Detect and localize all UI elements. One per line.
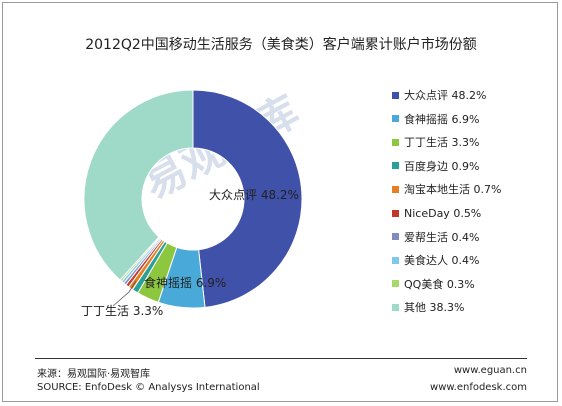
legend-item: 食神摇摇 6.9% <box>392 111 479 127</box>
source-cn: 来源：易观国际·易观智库 <box>37 369 151 380</box>
legend-item: NiceDay 0.5% <box>392 205 481 221</box>
legend-swatch <box>392 303 399 311</box>
slice-9 <box>83 89 194 281</box>
legend-label: 爱帮生活 0.4% <box>404 230 480 244</box>
legend-label: 美食达人 0.4% <box>404 254 480 268</box>
data-label-1: 食神摇摇 6.9% <box>144 275 226 290</box>
legend-item: 百度身边 0.9% <box>392 158 479 174</box>
chart-title: 2012Q2中国移动生活服务（美食类）客户端累计账户市场份额 <box>85 37 477 53</box>
legend-swatch <box>392 138 399 146</box>
legend-swatch <box>392 256 399 264</box>
footer-url-eguan: www.eguan.cn <box>453 365 527 376</box>
source-en: SOURCE: EnfoDesk © Analysys Internationa… <box>37 382 260 393</box>
legend-swatch <box>392 185 399 193</box>
chart-frame: 2012Q2中国移动生活服务（美食类）客户端累计账户市场份额 易观智库 大众点评… <box>2 2 558 402</box>
legend-label: 淘宝本地生活 0.7% <box>404 183 502 197</box>
legend-item: QQ美食 0.3% <box>392 276 475 292</box>
legend-swatch <box>392 233 399 241</box>
legend-label: 食神摇摇 6.9% <box>404 112 480 126</box>
slice-0 <box>192 89 303 308</box>
donut-chart: 大众点评 48.2% 食神摇摇 6.9% 丁丁生活 3.3% <box>81 89 303 318</box>
legend-label: NiceDay 0.5% <box>404 206 482 220</box>
legend-swatch <box>392 209 399 217</box>
legend-item: 丁丁生活 3.3% <box>392 134 479 150</box>
legend-swatch <box>392 91 399 99</box>
legend-item: 大众点评 48.2% <box>392 87 486 103</box>
data-label-2: 丁丁生活 3.3% <box>81 304 163 318</box>
leader-line <box>112 280 137 307</box>
legend-label: QQ美食 0.3% <box>404 277 475 291</box>
legend-swatch <box>392 115 399 123</box>
footer-divider <box>35 358 527 359</box>
legend-item: 爱帮生活 0.4% <box>392 229 479 245</box>
data-label-0: 大众点评 48.2% <box>209 188 299 202</box>
legend-label: 其他 38.3% <box>404 301 465 315</box>
legend-item: 其他 38.3% <box>392 299 464 315</box>
legend-label: 大众点评 48.2% <box>404 89 487 102</box>
legend-swatch <box>392 280 399 288</box>
legend-label: 丁丁生活 3.3% <box>404 136 480 150</box>
legend-item: 淘宝本地生活 0.7% <box>392 181 501 197</box>
legend-swatch <box>392 162 399 170</box>
legend-item: 美食达人 0.4% <box>392 252 479 268</box>
footer-url-enfodesk: www.enfodesk.com <box>430 382 527 393</box>
legend-label: 百度身边 0.9% <box>404 159 480 173</box>
